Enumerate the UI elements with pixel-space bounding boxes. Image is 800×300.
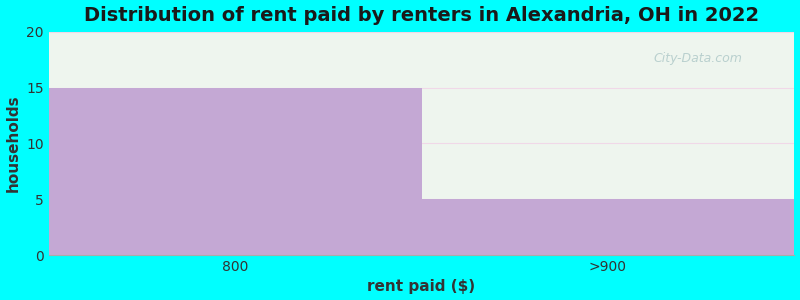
Title: Distribution of rent paid by renters in Alexandria, OH in 2022: Distribution of rent paid by renters in … bbox=[84, 6, 759, 25]
Y-axis label: households: households bbox=[6, 94, 21, 192]
Text: City-Data.com: City-Data.com bbox=[653, 52, 742, 65]
Bar bbox=[422, 199, 794, 255]
Bar bbox=[49, 88, 422, 255]
X-axis label: rent paid ($): rent paid ($) bbox=[367, 279, 475, 294]
